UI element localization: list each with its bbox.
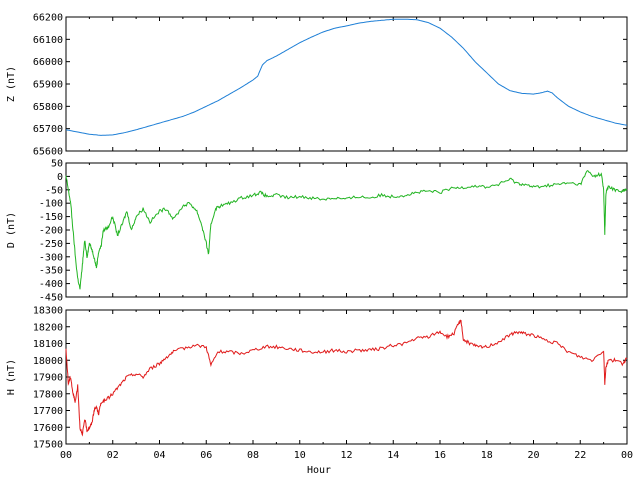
h-y-tick-label: 18000 bbox=[33, 356, 63, 367]
z-y-tick-label: 65800 bbox=[33, 102, 63, 113]
x-tick-label: 04 bbox=[153, 450, 165, 461]
d-y-tick-label: -100 bbox=[39, 199, 63, 210]
h-y-tick-label: 17500 bbox=[33, 440, 63, 451]
z-y-tick-label: 65600 bbox=[33, 147, 63, 158]
x-tick-label: 02 bbox=[107, 450, 119, 461]
h-y-tick-label: 18200 bbox=[33, 322, 63, 333]
z-y-tick-label: 66100 bbox=[33, 35, 63, 46]
d-y-axis-title: D (nT) bbox=[6, 212, 17, 248]
x-tick-label: 00 bbox=[621, 450, 633, 461]
x-tick-label: 12 bbox=[340, 450, 352, 461]
z-y-tick-label: 66200 bbox=[33, 13, 63, 24]
h-y-axis-title: H (nT) bbox=[6, 359, 17, 395]
h-y-tick-label: 17700 bbox=[33, 406, 63, 417]
x-tick-label: 22 bbox=[574, 450, 586, 461]
z-component-panel: 65600 65700 65800 65900 66000 66100 66200 Z (nT… bbox=[6, 13, 628, 158]
d-y-tick-label: -50 bbox=[45, 185, 63, 196]
d-y-tick-label: -450 bbox=[39, 293, 63, 304]
x-tick-label: 08 bbox=[247, 450, 259, 461]
d-y-tick-label: 0 bbox=[57, 172, 63, 183]
x-tick-label: 00 bbox=[60, 450, 72, 461]
d-y-tick-label: 50 bbox=[51, 159, 63, 170]
h-y-tick-label: 18100 bbox=[33, 339, 63, 350]
d-component-panel: -450 -400 -350 -300 -250 -200 -150 -100 -50 0 50 D … bbox=[6, 159, 628, 304]
d-y-tick-label: -150 bbox=[39, 212, 63, 223]
d-y-tick-label: -400 bbox=[39, 279, 63, 290]
d-y-tick-label: -300 bbox=[39, 252, 63, 263]
x-tick-label: 14 bbox=[387, 450, 399, 461]
d-series-line bbox=[65, 170, 628, 290]
z-y-tick-label: 65700 bbox=[33, 124, 63, 135]
d-y-tick-label: -250 bbox=[39, 239, 63, 250]
d-y-tick-label: -350 bbox=[39, 266, 63, 277]
d-plot-frame bbox=[65, 162, 628, 298]
x-axis-title: Hour bbox=[307, 465, 331, 476]
d-y-tick-label: -200 bbox=[39, 226, 63, 237]
x-tick-label: 20 bbox=[527, 450, 539, 461]
x-tick-label: 16 bbox=[434, 450, 446, 461]
h-y-tick-label: 18300 bbox=[33, 306, 63, 317]
z-plot-frame bbox=[65, 16, 628, 152]
z-y-axis-title: Z (nT) bbox=[6, 66, 17, 102]
x-tick-label: 18 bbox=[481, 450, 493, 461]
z-y-tick-label: 66000 bbox=[33, 57, 63, 68]
x-tick-label: 10 bbox=[294, 450, 306, 461]
h-series-line bbox=[65, 319, 628, 437]
h-plot-frame bbox=[65, 309, 628, 445]
z-y-tick-label: 65900 bbox=[33, 80, 63, 91]
z-series-line bbox=[65, 18, 628, 136]
h-y-tick-label: 17600 bbox=[33, 423, 63, 434]
x-tick-label: 06 bbox=[200, 450, 212, 461]
h-y-tick-label: 17900 bbox=[33, 373, 63, 384]
h-component-panel: 1750017600177001780017900180001810018200… bbox=[6, 306, 633, 462]
h-y-tick-label: 17800 bbox=[33, 389, 63, 400]
